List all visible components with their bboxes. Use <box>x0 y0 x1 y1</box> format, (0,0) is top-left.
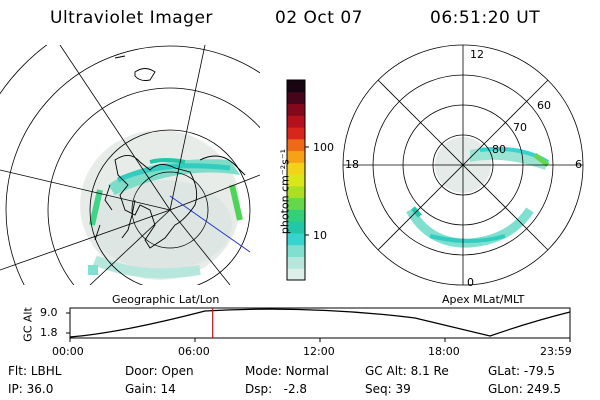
timeline-x-tick-0000: 00:00 <box>52 345 84 358</box>
colorbar-segment <box>287 91 305 105</box>
timeline-y-tick-min: 1.8 <box>40 326 58 339</box>
magnetic-polar-plot <box>342 44 584 286</box>
colorbar-segment <box>287 103 305 116</box>
colorbar-segment <box>287 138 305 152</box>
timeline-x-tick-0600: 06:00 <box>178 345 210 358</box>
colorbar-segment <box>287 115 305 128</box>
info-seq: Seq: 39 <box>365 382 411 396</box>
info-door: Door: Open <box>125 364 194 378</box>
mlt-label-18: 18 <box>345 158 359 171</box>
colorbar-segment <box>287 268 305 281</box>
info-flt: Flt: LBHL <box>8 364 62 378</box>
app-title: Ultraviolet Imager <box>50 8 213 28</box>
meridian-lines <box>0 45 260 285</box>
colorbar-gradient <box>287 80 305 281</box>
colorbar-segment <box>287 185 305 199</box>
timeline-y-label: GC Alt <box>21 307 35 342</box>
info-glat: GLat: -79.5 <box>488 364 555 378</box>
timeline-x-tick-1200: 12:00 <box>303 345 335 358</box>
mlt-label-6: 6 <box>575 158 582 171</box>
lat-label-70: 70 <box>513 121 527 134</box>
colorbar-segment <box>287 162 305 175</box>
info-ip: IP: 36.0 <box>8 382 54 396</box>
date-label: 02 Oct 07 <box>275 8 363 28</box>
geographic-caption: Geographic Lat/Lon <box>112 293 220 306</box>
geographic-map <box>0 45 260 285</box>
mlt-label-0: 0 <box>467 276 474 289</box>
apex-caption: Apex MLat/MLT <box>442 293 525 306</box>
colorbar-segment <box>287 197 305 210</box>
colorbar-segment <box>287 244 305 257</box>
mag-mlt-lines <box>343 45 583 285</box>
geo-aurora-emission <box>80 130 243 280</box>
timeline-x-tick-1800: 18:00 <box>428 345 460 358</box>
timeline-x-tick-2359: 23:59 <box>540 345 572 358</box>
info-mode: Mode: Normal <box>245 364 329 378</box>
colorbar-segment <box>287 174 305 187</box>
lat-label-60: 60 <box>537 99 551 112</box>
lat-label-80: 80 <box>492 143 506 156</box>
info-gc-alt: GC Alt: 8.1 Re <box>365 364 449 378</box>
colorbar-segment <box>287 150 305 163</box>
view-direction-line <box>169 195 251 253</box>
latitude-circles <box>0 45 260 285</box>
colorbar-segment <box>287 232 305 246</box>
mlt-label-12: 12 <box>470 48 484 61</box>
time-label: 06:51:20 UT <box>430 8 541 28</box>
timeline-ticks <box>66 312 571 342</box>
colorbar-segment <box>287 221 305 234</box>
altitude-timeline <box>66 307 571 342</box>
info-glon: GLon: 249.5 <box>488 382 561 396</box>
colorbar-segment <box>287 209 305 222</box>
timeline-y-tick-max: 9.0 <box>40 306 58 319</box>
colorbar-segment <box>287 127 305 140</box>
colorbar-segment <box>287 80 305 93</box>
coastlines <box>94 55 246 249</box>
colorbar-label-100: 100 <box>313 141 334 154</box>
colorbar-segment <box>287 256 305 269</box>
altitude-curve <box>69 308 571 338</box>
colorbar <box>286 79 309 281</box>
timeline-frame <box>69 307 571 339</box>
colorbar-unit-label: photon cm⁻²s⁻¹ <box>278 148 292 235</box>
colorbar-label-10: 10 <box>313 229 327 242</box>
info-gain: Gain: 14 <box>125 382 176 396</box>
colorbar-frame <box>286 79 306 281</box>
info-dsp: Dsp: -2.8 <box>245 382 308 396</box>
